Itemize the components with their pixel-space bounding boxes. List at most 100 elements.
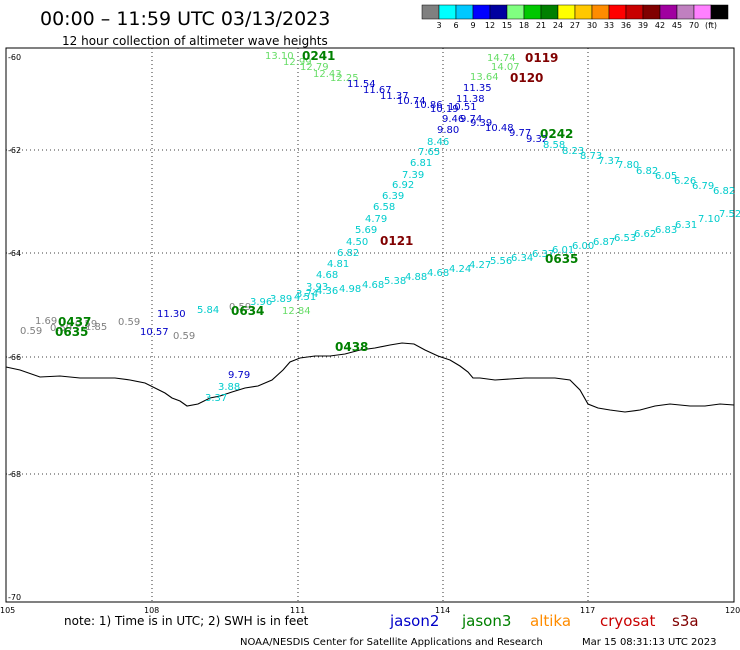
time-label: 0119 — [525, 51, 558, 65]
swh-value: 6.82 — [636, 166, 658, 177]
swh-value: 9.77 — [509, 128, 531, 139]
lat-tick-label: -68 — [8, 470, 21, 479]
lon-tick-label: 105 — [0, 606, 15, 615]
swh-value: 7.37 — [598, 156, 620, 167]
coastline — [5, 342, 735, 413]
swh-value: 4.81 — [327, 259, 349, 270]
swh-value: 6.05 — [655, 171, 677, 182]
swh-value: 7.39 — [402, 170, 424, 181]
colorbar-swatch — [676, 4, 695, 20]
swh-value: 4.98 — [339, 284, 361, 295]
swh-value: 14.74 — [487, 53, 516, 64]
colorbar-label: 6 — [453, 21, 458, 30]
colorbar-swatch — [642, 4, 661, 20]
swh-value: 7.65 — [418, 147, 440, 158]
colorbar-swatch — [540, 4, 559, 20]
swh-value: 4.68 — [316, 270, 338, 281]
lat-tick-label: -60 — [8, 53, 21, 62]
swh-value: 8.23 — [562, 146, 584, 157]
swh-value: 4.79 — [365, 214, 387, 225]
swh-value: 10.74 — [397, 96, 426, 107]
swh-value: 6.34 — [511, 253, 533, 264]
swh-value: 8.58 — [543, 140, 565, 151]
swh-value: 6.39 — [382, 191, 404, 202]
swh-value: 1.69 — [35, 316, 57, 327]
swh-value: 10.48 — [485, 123, 514, 134]
colorbar-label: 21 — [536, 21, 546, 30]
time-label: 0241 — [302, 49, 335, 63]
swh-value: 4.50 — [346, 237, 368, 248]
swh-value: 11.54 — [347, 79, 376, 90]
lon-tick-label: 114 — [435, 606, 450, 615]
colorbar-swatch — [438, 4, 457, 20]
colorbar: 3 6 9 12 15 18 21 24 27 30 33 36 39 42 45 70 (ft) — [421, 4, 729, 30]
time-label: 0120 — [510, 71, 543, 85]
swh-value: 12.79 — [300, 62, 329, 73]
colorbar-label: 45 — [672, 21, 682, 30]
colorbar-label: 12 — [485, 21, 495, 30]
colorbar-label: 30 — [587, 21, 597, 30]
swh-value: 11.67 — [363, 85, 392, 96]
swh-value: 13.64 — [470, 72, 499, 83]
colorbar-swatch — [591, 4, 610, 20]
lat-tick-label: -66 — [8, 353, 21, 362]
swh-value: 10.57 — [140, 327, 169, 338]
swh-value: 6.37 — [532, 249, 554, 260]
time-label: 0635 — [55, 325, 88, 339]
time-label: 0242 — [540, 127, 573, 141]
swh-value: 11.35 — [463, 83, 492, 94]
swh-value: 5.56 — [490, 256, 512, 267]
legend-item-jason3: jason3 — [461, 612, 511, 630]
swh-value: 0.59 — [75, 319, 97, 330]
lat-tick-label: -62 — [8, 146, 21, 155]
satellite-legend: jason2 jason3 altika cryosat s3a — [389, 612, 699, 630]
time-label: 0635 — [545, 252, 578, 266]
colorbar-swatch — [421, 4, 440, 20]
swh-value: 11.30 — [157, 309, 186, 320]
lon-tick-label: 120 — [725, 606, 740, 615]
swh-value: 3.74 — [296, 289, 318, 300]
colorbar-swatch — [455, 4, 474, 20]
swh-value: 11.37 — [380, 91, 409, 102]
colorbar-label: 42 — [655, 21, 665, 30]
colorbar-label: 27 — [570, 21, 580, 30]
lon-tick-label: 111 — [290, 606, 305, 615]
swh-value: 0.59 — [118, 317, 140, 328]
swh-value: 4.68 — [362, 280, 384, 291]
generated-timestamp: Mar 15 08:31:13 UTC 2023 — [582, 637, 717, 648]
swh-value: 5.69 — [355, 225, 377, 236]
swh-value: 6.01 — [552, 245, 574, 256]
swh-value: 8.46 — [427, 137, 449, 148]
swh-values: 13.1012.9912.7912.4312.2511.5411.6711.37… — [20, 51, 740, 404]
time-label: 0437 — [58, 315, 91, 329]
lat-tick-labels: -60 -62 -64 -66 -68 -70 — [8, 53, 21, 602]
swh-value: 5.84 — [197, 305, 219, 316]
swh-value: 7.10 — [698, 214, 720, 225]
swh-value: 9.79 — [228, 370, 250, 381]
lon-tick-label: 108 — [144, 606, 159, 615]
lon-tick-labels: 105 108 111 114 117 120 — [0, 606, 740, 615]
colorbar-label: (ft) — [705, 21, 717, 30]
swh-value: 5.38 — [384, 276, 406, 287]
colorbar-swatch — [625, 4, 644, 20]
swh-value: 3.93 — [306, 282, 328, 293]
swh-value: 6.79 — [692, 181, 714, 192]
swh-value: 4.88 — [405, 272, 427, 283]
colorbar-swatch — [608, 4, 627, 20]
colorbar-swatch — [659, 4, 678, 20]
swh-value: 12.25 — [330, 73, 359, 84]
swh-value: 6.82 — [337, 248, 359, 259]
colorbar-swatch — [523, 4, 542, 20]
colorbar-label: 36 — [621, 21, 631, 30]
swh-value: 6.92 — [392, 180, 414, 191]
swh-value: 9.46 — [442, 114, 464, 125]
colorbar-swatch — [693, 4, 712, 20]
lon-tick-label: 117 — [580, 606, 595, 615]
colorbar-label: 3 — [436, 21, 441, 30]
swh-value: 6.53 — [614, 233, 636, 244]
swh-value: 9.80 — [437, 125, 459, 136]
swh-value: 9.32 — [526, 134, 548, 145]
colorbar-label: 33 — [604, 21, 614, 30]
